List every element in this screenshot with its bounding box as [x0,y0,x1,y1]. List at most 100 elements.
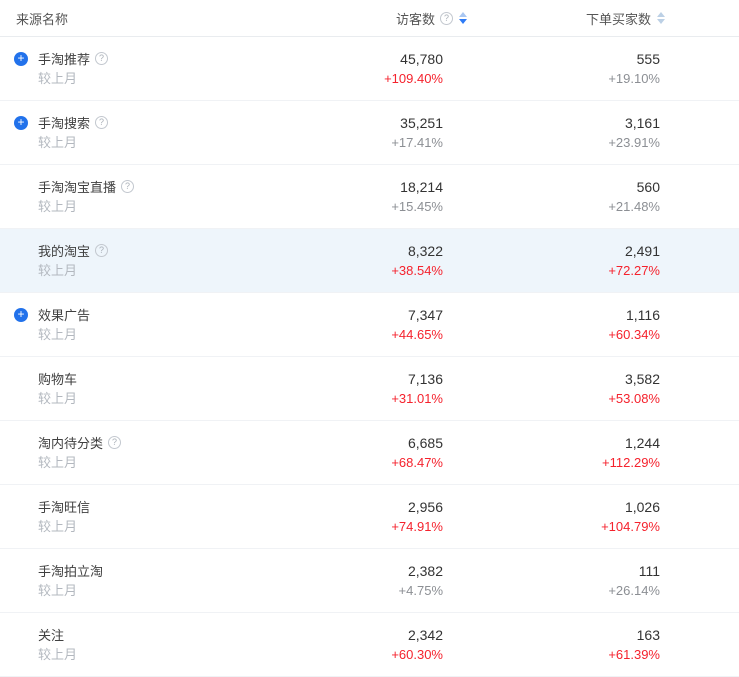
table-row[interactable]: 购物车 较上月 7,136 +31.01% 3,582 +53.08% [0,357,739,421]
buyers-value: 1,026 [624,498,660,515]
column-header-visitors[interactable]: 访客数 ? [293,9,467,28]
source-cell: + 效果广告 较上月 [0,293,293,356]
help-icon[interactable]: ? [95,52,109,65]
source-name: 效果广告 [38,308,91,323]
table-header-row: 来源名称 访客数 ? 下单买家数 [0,0,739,37]
source-cell: 手淘旺信 较上月 [0,485,293,548]
buyers-change: +19.10% [608,70,660,86]
source-name: 手淘淘宝直播 [38,180,117,195]
sort-icon[interactable] [657,12,665,24]
buyers-value: 3,582 [624,370,660,387]
visitors-value: 6,685 [407,434,443,451]
table-row[interactable]: 淘内待分类 ? 较上月 6,685 +68.47% 1,244 +112.29% [0,421,739,485]
visitors-cell: 7,347 +44.65% [293,305,443,345]
buyers-cell: 1,116 +60.34% [443,305,739,345]
compare-label: 较上月 [38,262,78,278]
buyers-value: 1,116 [626,306,660,323]
visitors-cell: 7,136 +31.01% [293,369,443,409]
expand-icon[interactable]: + [14,116,28,130]
source-name: 我的淘宝 [38,244,91,259]
compare-label: 较上月 [38,70,78,86]
buyers-cell: 2,491 +72.27% [443,241,739,281]
compare-label: 较上月 [38,326,78,342]
expand-icon[interactable]: + [14,308,28,322]
source-name: 手淘搜索 [38,116,91,131]
visitors-value: 18,214 [400,178,443,195]
visitors-change: +38.54% [391,262,443,278]
visitors-change: +74.91% [391,518,443,534]
buyers-value: 163 [636,626,660,643]
buyers-change: +112.29% [602,454,660,470]
source-cell: 我的淘宝 ? 较上月 [0,229,293,292]
visitors-cell: 2,342 +60.30% [293,625,443,665]
source-name: 关注 [38,628,65,643]
source-cell: 手淘拍立淘 较上月 [0,549,293,612]
column-header-buyers[interactable]: 下单买家数 [443,9,739,28]
visitors-value: 8,322 [407,242,443,259]
visitors-change: +31.01% [391,390,443,406]
table-row[interactable]: + 效果广告 较上月 7,347 +44.65% 1,116 +60.34% [0,293,739,357]
column-label-buyers: 下单买家数 [585,11,651,27]
source-cell: 手淘淘宝直播 ? 较上月 [0,165,293,228]
compare-label: 较上月 [38,582,78,598]
buyers-value: 555 [636,50,660,67]
visitors-change: +44.65% [391,326,443,342]
visitors-cell: 18,214 +15.45% [293,177,443,217]
help-icon[interactable]: ? [440,11,453,25]
source-cell: 淘内待分类 ? 较上月 [0,421,293,484]
source-name: 手淘推荐 [38,52,91,67]
visitors-cell: 2,956 +74.91% [293,497,443,537]
column-label-source: 来源名称 [16,11,69,27]
help-icon[interactable]: ? [108,436,122,449]
table-row[interactable]: 我的淘宝 ? 较上月 8,322 +38.54% 2,491 +72.27% [0,229,739,293]
source-cell: + 手淘推荐 ? 较上月 [0,37,293,100]
buyers-change: +61.39% [608,646,660,662]
visitors-cell: 6,685 +68.47% [293,433,443,473]
table-row[interactable]: + 手淘搜索 ? 较上月 35,251 +17.41% 3,161 +23.91… [0,101,739,165]
visitors-value: 2,382 [407,562,443,579]
source-cell: 关注 较上月 [0,613,293,676]
buyers-change: +60.34% [608,326,660,342]
column-header-source[interactable]: 来源名称 [0,0,293,36]
visitors-value: 2,956 [407,498,443,515]
table-row[interactable]: 手淘淘宝直播 ? 较上月 18,214 +15.45% 560 +21.48% [0,165,739,229]
table-row[interactable]: 手淘拍立淘 较上月 2,382 +4.75% 111 +26.14% [0,549,739,613]
visitors-change: +109.40% [384,70,443,86]
visitors-value: 7,347 [407,306,443,323]
expand-icon[interactable]: + [14,52,28,66]
visitors-value: 35,251 [400,114,443,131]
buyers-value: 3,161 [624,114,660,131]
visitors-change: +17.41% [391,134,443,150]
buyers-value: 560 [636,178,660,195]
sort-icon[interactable] [459,12,467,24]
compare-label: 较上月 [38,518,78,534]
visitors-cell: 45,780 +109.40% [293,49,443,89]
source-name: 购物车 [38,372,78,387]
buyers-change: +23.91% [608,134,660,150]
source-name: 淘内待分类 [38,436,104,451]
buyers-change: +21.48% [608,198,660,214]
help-icon[interactable]: ? [95,116,109,129]
visitors-cell: 8,322 +38.54% [293,241,443,281]
visitors-change: +15.45% [391,198,443,214]
compare-label: 较上月 [38,646,78,662]
table-row[interactable]: 手淘旺信 较上月 2,956 +74.91% 1,026 +104.79% [0,485,739,549]
buyers-cell: 555 +19.10% [443,49,739,89]
buyers-cell: 1,244 +112.29% [443,433,739,473]
source-name: 手淘拍立淘 [38,564,104,579]
column-label-visitors: 访客数 [395,11,435,27]
help-icon[interactable]: ? [121,180,135,193]
buyers-cell: 163 +61.39% [443,625,739,665]
buyers-cell: 3,161 +23.91% [443,113,739,153]
visitors-change: +60.30% [391,646,443,662]
buyers-change: +53.08% [608,390,660,406]
help-icon[interactable]: ? [95,244,109,257]
table-row[interactable]: + 手淘推荐 ? 较上月 45,780 +109.40% 555 +19.10% [0,37,739,101]
compare-label: 较上月 [38,134,78,150]
compare-label: 较上月 [38,198,78,214]
compare-label: 较上月 [38,390,78,406]
source-name: 手淘旺信 [38,500,91,515]
table-row[interactable]: 关注 较上月 2,342 +60.30% 163 +61.39% [0,613,739,677]
buyers-change: +26.14% [608,582,660,598]
